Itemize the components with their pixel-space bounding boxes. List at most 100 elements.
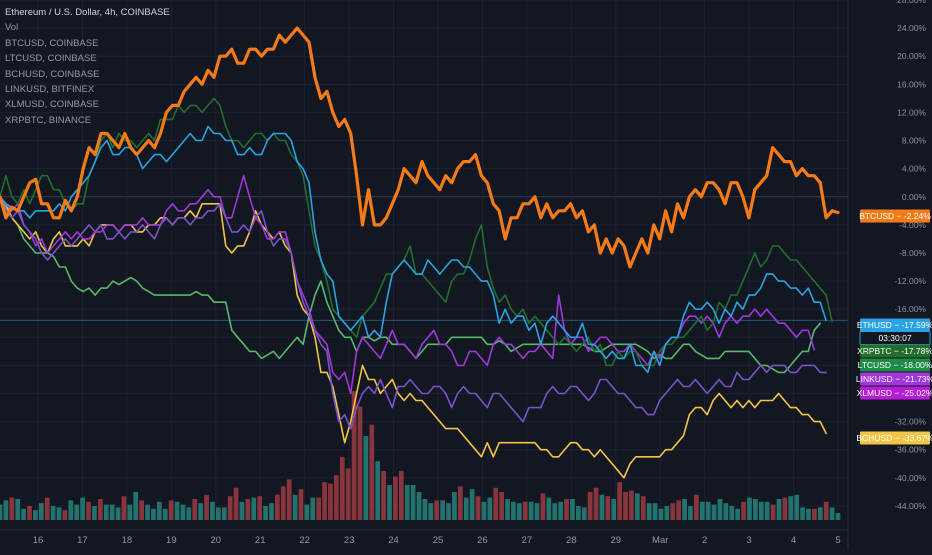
volume-bar — [694, 494, 699, 520]
series-line-xlm — [0, 196, 827, 430]
volume-bar — [156, 501, 162, 520]
price-labels-layer: BTCUSD − -2.24% ETHUSD − -17.59% 03:30:07 X… — [856, 209, 932, 445]
volume-bar — [62, 510, 68, 520]
volume-bar — [316, 497, 322, 520]
volume-bar — [835, 513, 841, 520]
volume-bar — [623, 492, 628, 520]
chart-header: Ethereum / U.S. Dollar, 4h, COINBASE Vol… — [5, 5, 170, 128]
volume-bar — [764, 501, 770, 520]
x-tick-label: 17 — [77, 535, 88, 546]
price-tag-text: XLMUSD − -25.02% — [857, 388, 932, 398]
price-tag-link: LINKUSD − -21.73% — [856, 372, 932, 386]
volume-bar — [68, 500, 74, 520]
volume-bar — [21, 508, 26, 520]
volume-bar — [747, 497, 752, 520]
volume-bar — [186, 507, 192, 520]
volume-bar — [145, 504, 150, 520]
legend-item-vol[interactable]: Vol — [5, 22, 19, 34]
volume-bar — [328, 483, 333, 520]
volume-bar — [723, 503, 729, 520]
legend-item-ltcusd[interactable]: LTCUSD, COINBASE — [5, 53, 97, 65]
x-tick-label: 25 — [433, 535, 444, 546]
legend-item-linkusd[interactable]: LINKUSD, BITFINEX — [5, 84, 95, 96]
volume-bar — [487, 497, 493, 520]
volume-bar — [499, 492, 504, 520]
volume-bar — [599, 494, 605, 520]
volume-bar — [658, 508, 664, 520]
volume-bar — [534, 503, 540, 520]
volume-bar — [829, 507, 835, 520]
x-tick-label: 5 — [835, 535, 840, 546]
volume-bar — [670, 503, 676, 520]
x-tick-label: 20 — [210, 535, 221, 546]
price-tag-bg — [860, 358, 930, 372]
volume-bar — [729, 506, 735, 520]
chart-title[interactable]: Ethereum / U.S. Dollar, 4h, COINBASE — [5, 7, 170, 18]
volume-bar — [575, 506, 581, 520]
legend-item-xlmusd[interactable]: XLMUSD, COINBASE — [5, 99, 99, 111]
volume-bar — [345, 468, 351, 520]
volume-bar — [86, 501, 91, 520]
x-tick-label: 22 — [299, 535, 310, 546]
volume-bar — [109, 504, 115, 520]
volume-bar — [817, 507, 823, 520]
price-tag-text: XRPBTC − -17.78% — [857, 346, 932, 356]
volume-bar — [162, 508, 168, 520]
x-tick-label: 21 — [255, 535, 266, 546]
price-tag-bg — [860, 318, 930, 332]
price-tag-xlm: XLMUSD − -25.02% — [857, 386, 932, 400]
y-tick-label: -16.00% — [894, 304, 926, 314]
volume-bar — [528, 501, 534, 520]
x-tick-label: 3 — [746, 535, 751, 546]
price-tag-text: ETHUSD − -17.59% — [857, 320, 932, 330]
volume-bar — [564, 499, 569, 520]
volume-bar — [269, 503, 274, 520]
y-tick-label: -8.00% — [899, 248, 926, 258]
volume-bar — [605, 496, 611, 520]
volume-bar — [92, 506, 97, 520]
volume-bar — [151, 508, 156, 520]
volume-bar — [587, 492, 593, 520]
volume-bar — [570, 499, 575, 520]
volume-bar — [192, 499, 198, 520]
volume-bar — [699, 501, 705, 520]
price-tag-text: LTCUSD − -18.00% — [858, 360, 932, 370]
volume-bar — [168, 500, 174, 520]
legend-item-btcusd[interactable]: BTCUSD, COINBASE — [5, 37, 99, 49]
legend-item-xrpbtc[interactable]: XRPBTC, BINANCE — [5, 114, 92, 126]
price-tag-text: BCHUSD − -33.67% — [856, 433, 932, 443]
volume-bar — [275, 494, 280, 520]
volume-bar — [292, 494, 298, 520]
volume-layer — [0, 391, 841, 520]
volume-bar — [440, 500, 445, 520]
volume-bar — [398, 471, 404, 520]
volume-bar — [511, 501, 516, 520]
volume-bar — [475, 496, 481, 520]
x-tick-label: 18 — [122, 535, 133, 546]
volume-bar — [776, 499, 782, 520]
legend-item-bchusd[interactable]: BCHUSD, COINBASE — [5, 68, 100, 80]
volume-bar — [310, 497, 316, 520]
price-tag-ltc: LTCUSD − -18.00% — [858, 358, 932, 372]
volume-bar — [27, 506, 32, 520]
volume-bar — [758, 501, 764, 520]
volume-bar — [286, 479, 292, 520]
volume-bar — [516, 503, 522, 520]
volume-bar — [221, 507, 227, 520]
volume-bar — [741, 501, 746, 520]
volume-bar — [404, 485, 410, 520]
x-tick-label: Mar — [652, 535, 668, 546]
volume-bar — [558, 501, 563, 520]
x-tick-label: 2 — [702, 535, 707, 546]
series-line-btc — [0, 26, 840, 269]
price-tag-xrp: XRPBTC − -17.78% — [857, 344, 932, 358]
y-tick-label: 0.00% — [902, 192, 927, 202]
x-tick-label: 29 — [610, 535, 621, 546]
volume-bar — [239, 501, 245, 520]
price-tag-bg — [860, 372, 930, 386]
y-tick-label: 24.00% — [897, 23, 926, 33]
volume-bar — [416, 492, 422, 520]
volume-bar — [38, 503, 44, 520]
volume-bar — [227, 496, 233, 520]
volume-bar — [375, 461, 381, 520]
